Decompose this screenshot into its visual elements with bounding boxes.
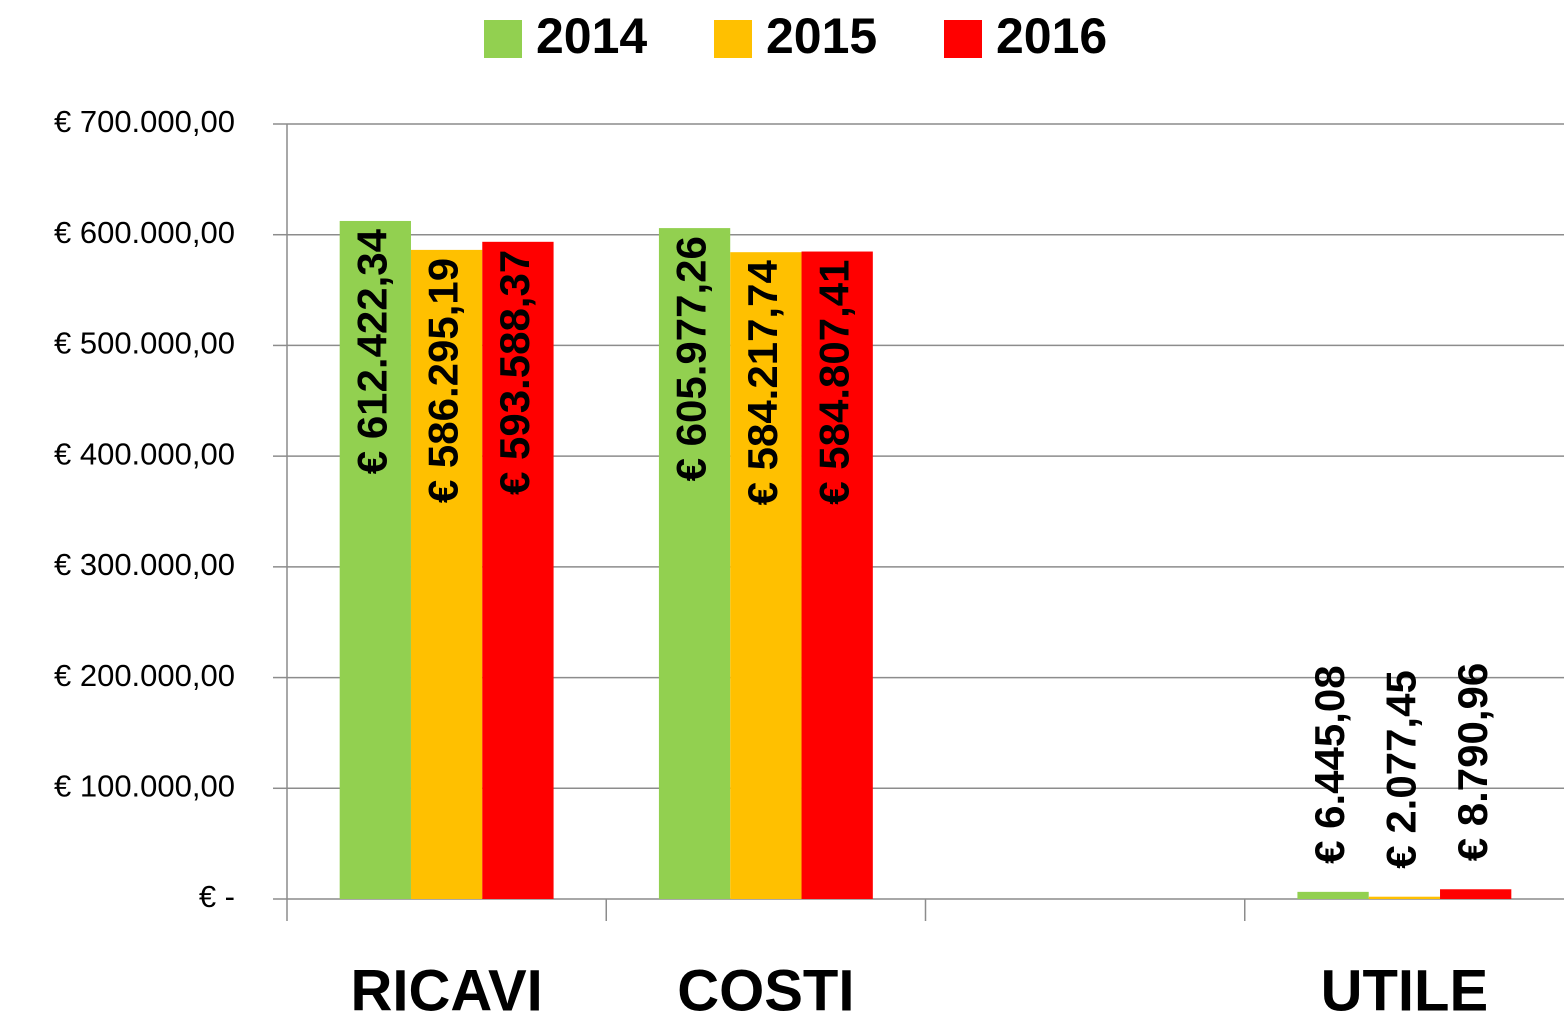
legend-label: 2016 xyxy=(996,8,1107,64)
y-tick-label: € 100.000,00 xyxy=(54,768,235,803)
bar xyxy=(658,228,731,899)
x-tick-label: RICAVI xyxy=(350,958,542,1023)
legend-swatch xyxy=(484,20,522,58)
y-tick-label: € 300.000,00 xyxy=(54,547,235,582)
data-label: € 612.422,34 xyxy=(348,228,395,474)
data-label: € 586.295,19 xyxy=(420,258,467,503)
bar xyxy=(730,252,802,899)
y-tick-label: € 700.000,00 xyxy=(54,104,235,139)
y-tick-label: € 200.000,00 xyxy=(54,658,235,693)
data-label: € 2.077,45 xyxy=(1377,670,1424,869)
y-tick-label: € - xyxy=(199,879,235,914)
legend-swatch xyxy=(714,20,752,58)
bar xyxy=(339,220,411,899)
data-label: € 584.807,41 xyxy=(810,260,857,505)
y-tick-label: € 400.000,00 xyxy=(54,436,235,471)
data-label: € 593.588,37 xyxy=(491,250,538,495)
data-label: € 605.977,26 xyxy=(668,236,715,481)
y-tick-label: € 600.000,00 xyxy=(54,215,235,250)
y-tick-label: € 500.000,00 xyxy=(54,326,235,361)
bar xyxy=(801,251,873,899)
bar xyxy=(1440,889,1512,899)
bar xyxy=(410,249,483,900)
bar xyxy=(1297,891,1369,899)
legend-label: 2015 xyxy=(766,8,877,64)
data-label: € 8.790,96 xyxy=(1449,663,1496,862)
data-label: € 584.217,74 xyxy=(739,260,786,506)
legend-label: 2014 xyxy=(536,8,647,64)
legend-swatch xyxy=(944,20,982,58)
data-label: € 6.445,08 xyxy=(1306,665,1353,864)
bar xyxy=(482,241,554,900)
x-tick-label: COSTI xyxy=(677,958,854,1023)
x-tick-label: UTILE xyxy=(1321,958,1489,1023)
bar xyxy=(1368,896,1441,899)
